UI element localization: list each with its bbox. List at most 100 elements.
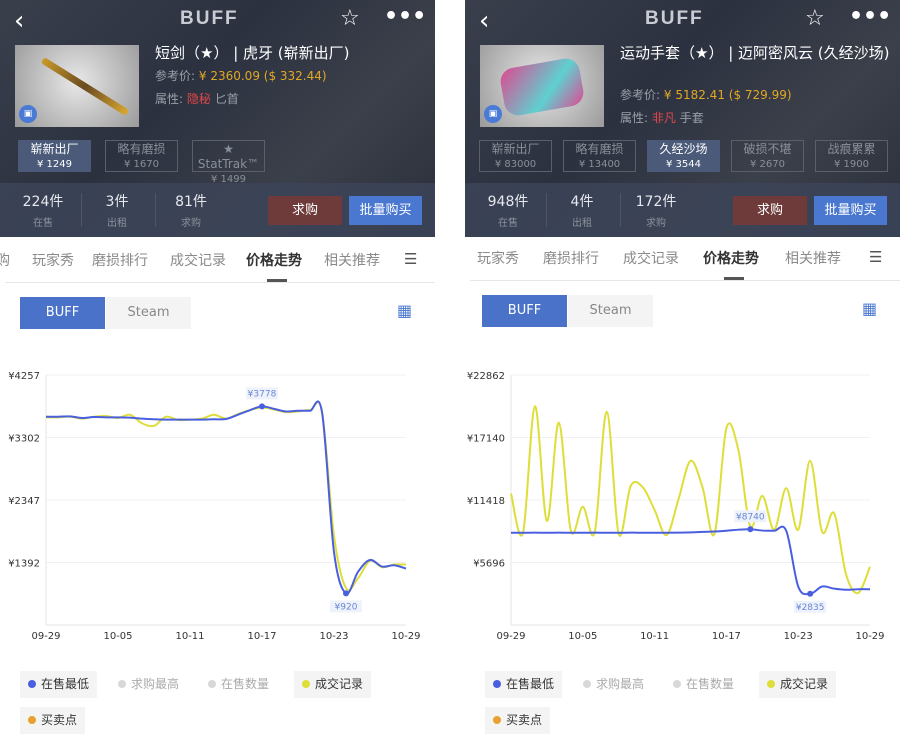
legend-item[interactable]: 求购最高 [575, 671, 652, 698]
stat-count[interactable]: 948件 在售 [473, 191, 543, 229]
stat-count[interactable]: 81件 求购 [156, 191, 226, 229]
y-tick-label: ¥2347 [8, 496, 40, 507]
tab-3[interactable]: 价格走势 [703, 251, 759, 267]
item-attributes: 属性: 隐秘 匕首 [155, 90, 239, 107]
y-tick-label: ¥1392 [8, 559, 40, 570]
tab-menu-icon[interactable]: ☰ [404, 250, 418, 268]
rarity-label: 隐秘 [186, 92, 211, 106]
stat-label: 出租 [107, 218, 127, 229]
item-attributes: 属性: 非凡 手套 [620, 109, 704, 126]
legend-item[interactable]: 成交记录 [294, 671, 372, 698]
wear-option[interactable]: 崭新出厂 ¥ 1249 [18, 140, 91, 172]
3d-inspect-icon[interactable]: ▣ [19, 105, 37, 123]
favorite-star-icon[interactable]: ☆ [340, 6, 360, 31]
stat-count[interactable]: 224件 在售 [8, 191, 78, 229]
legend-label: 在售最低 [506, 677, 555, 691]
legend-item[interactable]: 在售最低 [485, 671, 563, 698]
favorite-star-icon[interactable]: ☆ [805, 6, 825, 31]
legend-label: 成交记录 [780, 677, 829, 691]
legend-item[interactable]: 买卖点 [485, 707, 551, 734]
tab-menu-icon[interactable]: ☰ [869, 248, 883, 266]
wear-option[interactable]: 略有磨损 ¥ 1670 [105, 140, 178, 172]
legend-item[interactable]: 成交记录 [759, 671, 837, 698]
ref-price-label: 参考价: [155, 69, 196, 83]
wear-price: ¥ 1249 [37, 159, 72, 170]
item-screen-0: ‹ BUFF ☆ ••• ▣ 短剑（★） | 虎牙 (崭新出厂) 参考价: ¥ 2360.0… [0, 0, 435, 756]
stat-label: 出租 [572, 218, 592, 229]
tab-5[interactable]: 相关推荐 [324, 253, 380, 269]
x-tick-label: 09-29 [31, 631, 60, 642]
wear-option[interactable]: 崭新出厂 ¥ 83000 [479, 140, 552, 172]
x-tick-label: 10-17 [712, 631, 741, 642]
tab-3[interactable]: 成交记录 [170, 253, 226, 269]
stat-count[interactable]: 172件 求购 [621, 191, 691, 229]
tab-1[interactable]: 玩家秀 [32, 253, 74, 269]
reference-price: 参考价: ¥ 2360.09 ($ 332.44) [155, 67, 327, 84]
more-icon[interactable]: ••• [849, 4, 892, 29]
source-toggle-steam[interactable]: Steam [568, 295, 653, 327]
stat-value: 81件 [175, 194, 207, 210]
item-title: 运动手套（★） | 迈阿密风云 (久经沙场) [620, 44, 890, 62]
tab-2[interactable]: 成交记录 [623, 251, 679, 267]
wear-name: 久经沙场 [659, 142, 708, 156]
wear-option[interactable]: ★ StatTrak™ ¥ 1499 [192, 140, 265, 185]
buff-logo: BUFF [180, 8, 239, 29]
3d-inspect-icon[interactable]: ▣ [484, 105, 502, 123]
wear-option[interactable]: 久经沙场 ¥ 3544 [647, 140, 720, 172]
legend-dot-icon [118, 680, 126, 688]
legend-item[interactable]: 在售数量 [665, 671, 742, 698]
legend-dot-icon [28, 716, 36, 724]
legend-label: 买卖点 [506, 713, 543, 727]
tab-0[interactable]: 玩家秀 [477, 251, 519, 267]
x-tick-label: 10-29 [855, 631, 884, 642]
buff-logo: BUFF [645, 8, 704, 29]
x-tick-label: 09-29 [496, 631, 525, 642]
y-tick-label: ¥5696 [473, 559, 505, 570]
bulk-buy-button[interactable]: 批量购买 [814, 196, 887, 225]
extreme-point [259, 403, 265, 410]
legend-item[interactable]: 在售数量 [200, 671, 277, 698]
legend-item[interactable]: 买卖点 [20, 707, 86, 734]
tab-4[interactable]: 相关推荐 [785, 251, 841, 267]
stat-value: 948件 [487, 194, 529, 210]
item-screen-1: ‹ BUFF ☆ ••• ▣ 运动手套（★） | 迈阿密风云 (久经沙场) 参考价: ¥ 5… [465, 0, 900, 756]
bulk-buy-button[interactable]: 批量购买 [349, 196, 422, 225]
legend-dot-icon [767, 680, 775, 688]
stat-count[interactable]: 3件 出租 [82, 191, 152, 229]
stat-label: 求购 [646, 218, 666, 229]
calendar-icon[interactable]: ▦ [397, 301, 413, 320]
divider [5, 282, 435, 283]
tab-1[interactable]: 磨损排行 [543, 251, 599, 267]
extreme-point [343, 590, 349, 597]
wear-option[interactable]: 略有磨损 ¥ 13400 [563, 140, 636, 172]
x-tick-label: 10-17 [247, 631, 276, 642]
back-icon[interactable]: ‹ [479, 6, 490, 36]
stats-bar: 224件 在售 3件 出租 81件 求购 求购 批量购买 [0, 183, 435, 237]
stat-count[interactable]: 4件 出租 [547, 191, 617, 229]
x-tick-label: 10-11 [175, 631, 204, 642]
calendar-icon[interactable]: ▦ [862, 299, 878, 318]
source-toggle-buff[interactable]: BUFF [20, 297, 105, 329]
wear-name: 破损不堪 [743, 142, 792, 156]
annotation-label: ¥3778 [248, 389, 277, 399]
legend-item[interactable]: 求购最高 [110, 671, 187, 698]
attr-label: 属性: [155, 92, 184, 106]
legend-item[interactable]: 在售最低 [20, 671, 98, 698]
wear-option[interactable]: 战痕累累 ¥ 1900 [815, 140, 888, 172]
more-icon[interactable]: ••• [384, 4, 427, 29]
buy-order-button[interactable]: 求购 [733, 196, 807, 225]
legend-dot-icon [673, 680, 681, 688]
back-icon[interactable]: ‹ [14, 6, 25, 36]
active-tab-indicator [267, 279, 287, 282]
wear-option[interactable]: 破损不堪 ¥ 2670 [731, 140, 804, 172]
wear-price: ¥ 13400 [578, 159, 621, 170]
source-toggle-buff[interactable]: BUFF [482, 295, 567, 327]
wear-price: ¥ 3544 [666, 159, 701, 170]
tab-4[interactable]: 价格走势 [246, 253, 302, 269]
ref-price-value: ¥ 5182.41 ($ 729.99) [663, 88, 792, 102]
source-toggle-steam[interactable]: Steam [106, 297, 191, 329]
buy-order-button[interactable]: 求购 [268, 196, 342, 225]
tab-0[interactable]: 购 [0, 253, 10, 269]
legend-dot-icon [302, 680, 310, 688]
tab-2[interactable]: 磨损排行 [92, 253, 148, 269]
